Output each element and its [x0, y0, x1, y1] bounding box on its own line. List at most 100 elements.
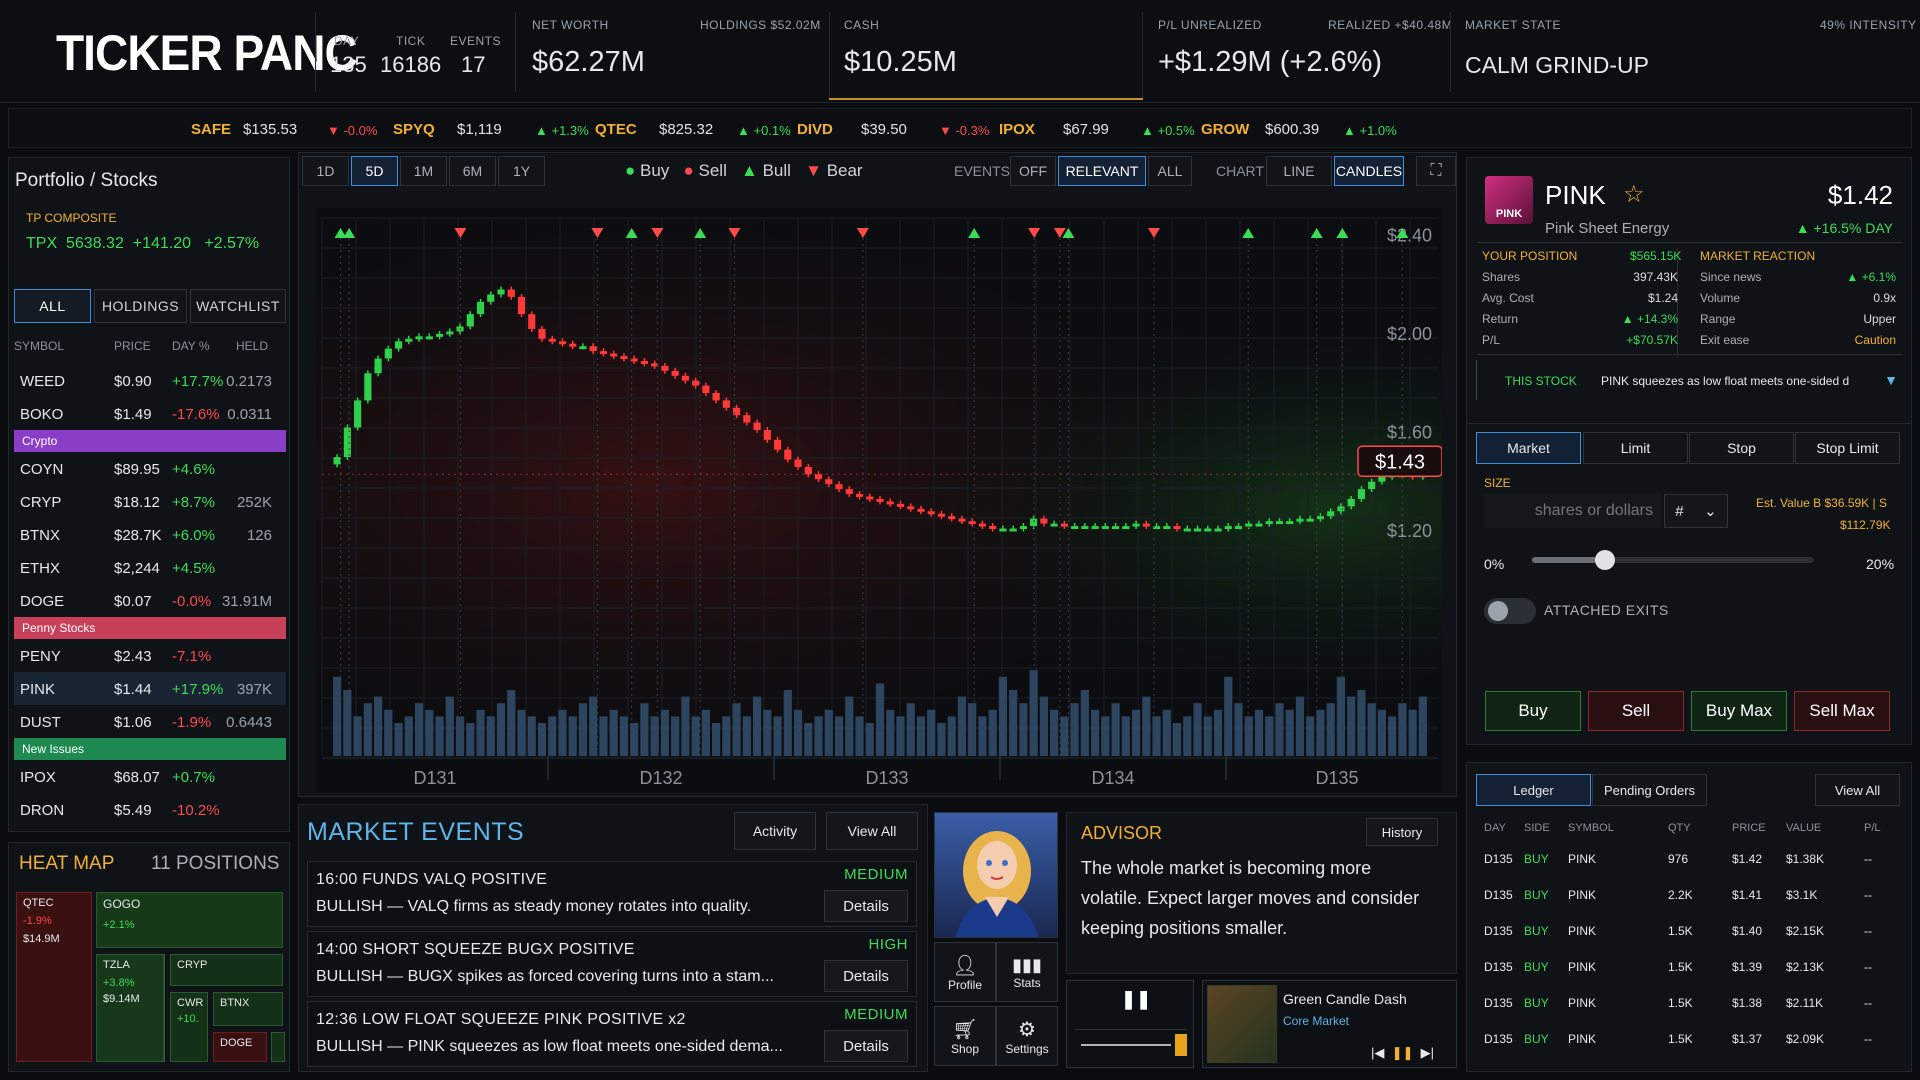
- stock-row[interactable]: DUST $1.06 -1.9% 0.6443: [14, 705, 286, 738]
- playback-controls[interactable]: |◀ ❚❚ ▶|: [1371, 1045, 1435, 1060]
- star-icon[interactable]: ☆: [1623, 181, 1645, 208]
- heat-tile-gogo[interactable]: GOGO +2.1%: [96, 892, 283, 948]
- events-off-button[interactable]: OFF: [1010, 156, 1056, 186]
- order-tab-stop-limit[interactable]: Stop Limit: [1795, 432, 1900, 464]
- bull-marker[interactable]: [694, 228, 707, 238]
- events-relevant-button[interactable]: RELEVANT: [1058, 156, 1146, 186]
- buy-button[interactable]: Buy: [1485, 691, 1581, 731]
- stock-row[interactable]: ETHX $2,244 +4.5%: [14, 551, 286, 584]
- pending-orders-tab[interactable]: Pending Orders: [1592, 774, 1707, 806]
- bear-marker[interactable]: [591, 228, 604, 238]
- advisor-avatar[interactable]: [934, 812, 1058, 938]
- order-tab-market[interactable]: Market: [1476, 432, 1581, 464]
- range-1d-button[interactable]: 1D: [302, 156, 349, 186]
- ledger-tab[interactable]: Ledger: [1476, 774, 1591, 806]
- candle: [579, 346, 587, 350]
- stock-price: $1.44: [114, 681, 152, 698]
- shop-button[interactable]: 🛒︎ Shop: [934, 1006, 996, 1066]
- volume-slider[interactable]: [1075, 1029, 1187, 1059]
- ledger-row[interactable]: D135 BUY PINK 1.5K $1.40 $2.15K --: [1484, 916, 1900, 946]
- stats-button[interactable]: ▮▮▮ Stats: [996, 942, 1058, 1002]
- expand-icon[interactable]: ⛶: [1416, 156, 1456, 186]
- expand-news-icon[interactable]: ▼: [1884, 372, 1898, 388]
- ledger-row[interactable]: D135 BUY PINK 976 $1.42 $1.38K --: [1484, 844, 1900, 874]
- ticker-item[interactable]: SPYQ $1,119 ▲ +1.3%: [393, 121, 589, 138]
- stock-row[interactable]: DOGE $0.07 -0.0% 31.91M: [14, 584, 286, 617]
- bear-marker[interactable]: [1028, 228, 1041, 238]
- history-button[interactable]: History: [1366, 818, 1438, 846]
- ticker-item[interactable]: DIVD $39.50 ▼ -0.3%: [797, 121, 989, 138]
- stock-row[interactable]: WEED $0.90 +17.7% 0.2173: [14, 364, 286, 397]
- price-chart[interactable]: $2.40 $2.00 $1.60 $1.20 D131 D132 D133 D134 D135…: [316, 208, 1442, 792]
- events-view-all-button[interactable]: View All: [826, 812, 918, 850]
- stock-row[interactable]: BOKO $1.49 -17.6% 0.0311: [14, 397, 286, 430]
- stock-row[interactable]: PENY $2.43 -7.1%: [14, 639, 286, 672]
- size-slider[interactable]: [1532, 550, 1814, 570]
- events-all-button[interactable]: ALL: [1148, 156, 1192, 186]
- candles-chart-button[interactable]: CANDLES: [1334, 156, 1404, 186]
- details-button[interactable]: Details: [824, 890, 908, 922]
- bull-marker[interactable]: [334, 228, 347, 238]
- bull-marker[interactable]: [1336, 228, 1349, 238]
- order-tab-stop[interactable]: Stop: [1689, 432, 1794, 464]
- line-chart-button[interactable]: LINE: [1266, 156, 1332, 186]
- bear-marker[interactable]: [454, 228, 467, 238]
- bull-marker[interactable]: [1396, 228, 1409, 238]
- bull-marker[interactable]: [1310, 228, 1323, 238]
- bear-marker[interactable]: [651, 228, 664, 238]
- ledger-row[interactable]: D135 BUY PINK 1.5K $1.37 $2.09K --: [1484, 1024, 1900, 1054]
- bear-marker[interactable]: [1148, 228, 1160, 238]
- bear-marker[interactable]: [1053, 228, 1066, 238]
- bull-marker[interactable]: [968, 228, 981, 238]
- stock-row[interactable]: IPOX $68.07 +0.7%: [14, 760, 286, 793]
- ticker-item[interactable]: IPOX $67.99 ▲ +0.5%: [999, 121, 1195, 138]
- ledger-row[interactable]: D135 BUY PINK 1.5K $1.38 $2.11K --: [1484, 988, 1900, 1018]
- attached-exits-toggle[interactable]: [1484, 598, 1536, 624]
- bear-marker[interactable]: [856, 228, 869, 238]
- size-unit-select[interactable]: # ⌄: [1664, 494, 1728, 528]
- volume-bar: [1316, 709, 1325, 756]
- buy-max-button[interactable]: Buy Max: [1691, 691, 1787, 731]
- heat-tile-tzla[interactable]: TZLA +3.8% $9.14M: [96, 954, 164, 1062]
- range-1y-button[interactable]: 1Y: [498, 156, 545, 186]
- bull-marker[interactable]: [1242, 228, 1255, 238]
- details-button[interactable]: Details: [824, 1030, 908, 1062]
- sell-max-button[interactable]: Sell Max: [1794, 691, 1890, 731]
- heat-tile-btnx[interactable]: BTNX: [213, 992, 283, 1026]
- ticker-item[interactable]: QTEC $825.32 ▲ +0.1%: [595, 121, 791, 138]
- ledger-view-all-button[interactable]: View All: [1815, 774, 1900, 806]
- tab-holdings[interactable]: HOLDINGS: [94, 289, 187, 323]
- range-6m-button[interactable]: 6M: [449, 156, 496, 186]
- stock-row[interactable]: BTNX $28.7K +6.0% 126: [14, 518, 286, 551]
- ledger-row[interactable]: D135 BUY PINK 1.5K $1.39 $2.13K --: [1484, 952, 1900, 982]
- bull-marker[interactable]: [1062, 228, 1075, 238]
- ticker-item[interactable]: GROW $600.39 ▲ +1.0%: [1201, 121, 1397, 138]
- stock-row[interactable]: CRYP $18.12 +8.7% 252K: [14, 485, 286, 518]
- range-5d-button[interactable]: 5D: [351, 156, 398, 186]
- order-tab-limit[interactable]: Limit: [1583, 432, 1688, 464]
- pause-icon[interactable]: ❚❚: [1121, 989, 1152, 1009]
- settings-button[interactable]: ⚙ Settings: [996, 1006, 1058, 1066]
- tab-all[interactable]: ALL: [14, 289, 91, 323]
- heat-tile-cwr[interactable]: CWR +10.: [170, 992, 208, 1062]
- sell-button[interactable]: Sell: [1588, 691, 1684, 731]
- details-button[interactable]: Details: [824, 960, 908, 992]
- heat-tile-doge[interactable]: DOGE: [213, 1032, 267, 1062]
- heat-tile-qtec[interactable]: QTEC -1.9% $14.9M: [16, 892, 92, 1062]
- activity-button[interactable]: Activity: [734, 812, 816, 850]
- bear-marker[interactable]: [728, 228, 741, 238]
- size-input[interactable]: [1484, 494, 1662, 528]
- range-1m-button[interactable]: 1M: [400, 156, 447, 186]
- profile-button[interactable]: 👤︎ Profile: [934, 942, 996, 1002]
- ledger-cell: 976: [1668, 852, 1689, 866]
- tab-watchlist[interactable]: WATCHLIST: [190, 289, 286, 323]
- ticker-item[interactable]: SAFE $135.53 ▼ -0.0%: [191, 121, 377, 138]
- ledger-row[interactable]: D135 BUY PINK 2.2K $1.41 $3.1K --: [1484, 880, 1900, 910]
- stock-row[interactable]: COYN $89.95 +4.6%: [14, 452, 286, 485]
- bull-marker[interactable]: [625, 228, 638, 238]
- stock-row[interactable]: DRON $5.49 -10.2%: [14, 793, 286, 826]
- stock-row[interactable]: PINK $1.44 +17.9% 397K: [14, 672, 286, 705]
- heat-tile-cryp[interactable]: CRYP: [170, 954, 283, 986]
- heat-tile-small[interactable]: [271, 1032, 285, 1062]
- bull-marker[interactable]: [343, 228, 356, 238]
